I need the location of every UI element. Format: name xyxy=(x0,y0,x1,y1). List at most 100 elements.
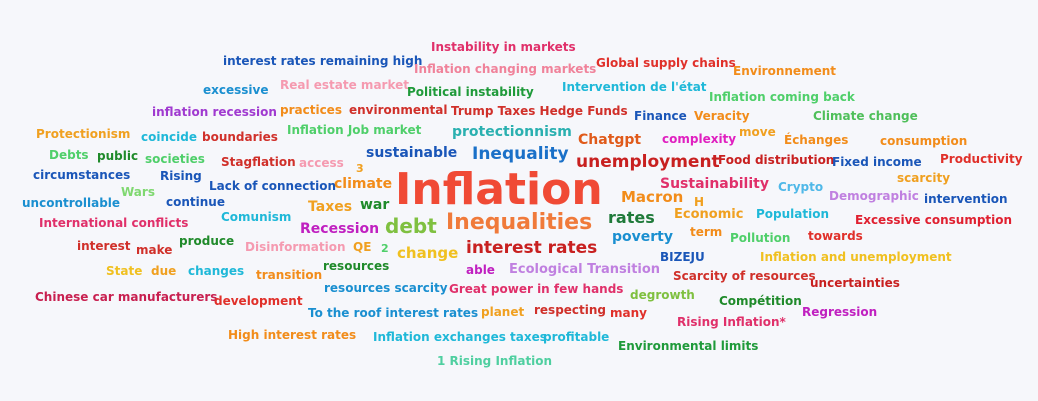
word: profitable xyxy=(543,330,610,344)
word: debt xyxy=(385,214,437,238)
word: Environmental limits xyxy=(618,339,759,353)
word: Debts xyxy=(49,148,89,162)
word: Inequalities xyxy=(446,210,593,235)
word: Inflation exchanges taxes xyxy=(373,330,547,344)
word: 3 xyxy=(356,162,364,175)
word: many xyxy=(610,306,647,320)
word: poverty xyxy=(612,229,673,245)
word: Rising Inflation* xyxy=(677,315,786,329)
word: Recession xyxy=(300,221,380,237)
word: Disinformation xyxy=(245,240,346,254)
word: Inequality xyxy=(472,144,569,164)
word: term xyxy=(690,225,723,239)
word: Finance xyxy=(634,109,687,123)
word: Trump Taxes Hedge Funds xyxy=(451,104,628,118)
word: interest xyxy=(77,239,131,253)
word: interest rates remaining high xyxy=(223,54,423,68)
word: scarcity xyxy=(897,171,951,185)
word: transition xyxy=(256,268,323,282)
word: Food distribution xyxy=(718,153,835,167)
word: interest rates xyxy=(466,238,598,258)
word: Pollution xyxy=(730,231,791,245)
word: Ecological Transition xyxy=(509,262,661,277)
word: Comunism xyxy=(221,210,292,224)
word: uncertainties xyxy=(810,276,900,290)
word: Protectionism xyxy=(36,127,131,141)
word: Fixed income xyxy=(832,155,922,169)
word: Inflation coming back xyxy=(709,90,855,104)
word: continue xyxy=(166,195,225,209)
word: Instability in markets xyxy=(431,40,576,54)
word: Intervention de l'état xyxy=(562,80,707,94)
word: uncontrollable xyxy=(22,196,121,210)
word: circumstances xyxy=(33,168,131,182)
word: consumption xyxy=(880,134,968,148)
word: To the roof interest rates xyxy=(308,306,479,320)
word: practices xyxy=(280,103,342,117)
word: protectionnism xyxy=(452,124,572,140)
word: 1 Rising Inflation xyxy=(437,354,553,368)
word: Wars xyxy=(121,185,155,199)
word: development xyxy=(214,294,303,308)
word: degrowth xyxy=(630,288,695,302)
word: Political instability xyxy=(407,85,534,99)
word: Inflation changing markets xyxy=(414,62,597,76)
word: 2 xyxy=(381,242,389,255)
word: Rising xyxy=(160,169,202,183)
word: Chinese car manufacturers xyxy=(35,290,218,304)
word: Excessive consumption xyxy=(855,213,1013,227)
word: Demographic xyxy=(829,189,919,203)
word: able xyxy=(466,263,495,277)
word: Scarcity of resources xyxy=(673,269,816,283)
word: climate xyxy=(334,176,393,192)
word: Climate change xyxy=(813,109,918,123)
word: excessive xyxy=(203,83,269,97)
word: Great power in few hands xyxy=(449,282,624,296)
word: resources xyxy=(323,259,390,273)
word: war xyxy=(360,197,390,213)
word: Regression xyxy=(802,305,878,319)
word: Population xyxy=(756,207,830,221)
word: produce xyxy=(179,234,235,248)
word: Macron xyxy=(621,188,684,206)
word: Stagflation xyxy=(221,155,296,169)
word: Global supply chains xyxy=(596,56,736,70)
word: Real estate market xyxy=(280,78,409,92)
word: Veracity xyxy=(694,109,750,123)
word: changes xyxy=(188,264,245,278)
word: public xyxy=(97,149,139,163)
word: rates xyxy=(608,208,655,227)
word: respecting xyxy=(534,303,607,317)
word: planet xyxy=(481,305,525,319)
word: Taxes xyxy=(308,199,353,215)
word: resources scarcity xyxy=(324,281,448,295)
word: Échanges xyxy=(784,133,849,147)
word: change xyxy=(397,244,459,262)
word: BIZEJU xyxy=(660,250,705,264)
word: towards xyxy=(808,229,863,243)
word: complexity xyxy=(662,132,737,146)
word: move xyxy=(739,125,776,139)
word: Economic xyxy=(674,207,744,222)
word: H xyxy=(694,195,705,209)
word: Inflation Job market xyxy=(287,123,422,137)
word: sustainable xyxy=(366,145,458,161)
word: coincide xyxy=(141,130,197,144)
word: Sustainability xyxy=(660,176,769,192)
word: Chatgpt xyxy=(578,132,642,148)
word: Lack of connection xyxy=(209,179,336,193)
word: QE xyxy=(353,240,372,254)
word: International conflicts xyxy=(39,216,189,230)
word: environmental xyxy=(349,103,448,117)
word: Productivity xyxy=(940,152,1023,166)
word: Compétition xyxy=(719,294,802,308)
word: due xyxy=(151,264,177,278)
word: unemployment xyxy=(576,152,720,172)
word: inflation recession xyxy=(152,105,277,119)
word: boundaries xyxy=(202,130,278,144)
word: intervention xyxy=(924,192,1008,206)
word: Crypto xyxy=(778,180,824,194)
word: make xyxy=(136,243,173,257)
word: Inflation and unemployment xyxy=(760,250,952,264)
